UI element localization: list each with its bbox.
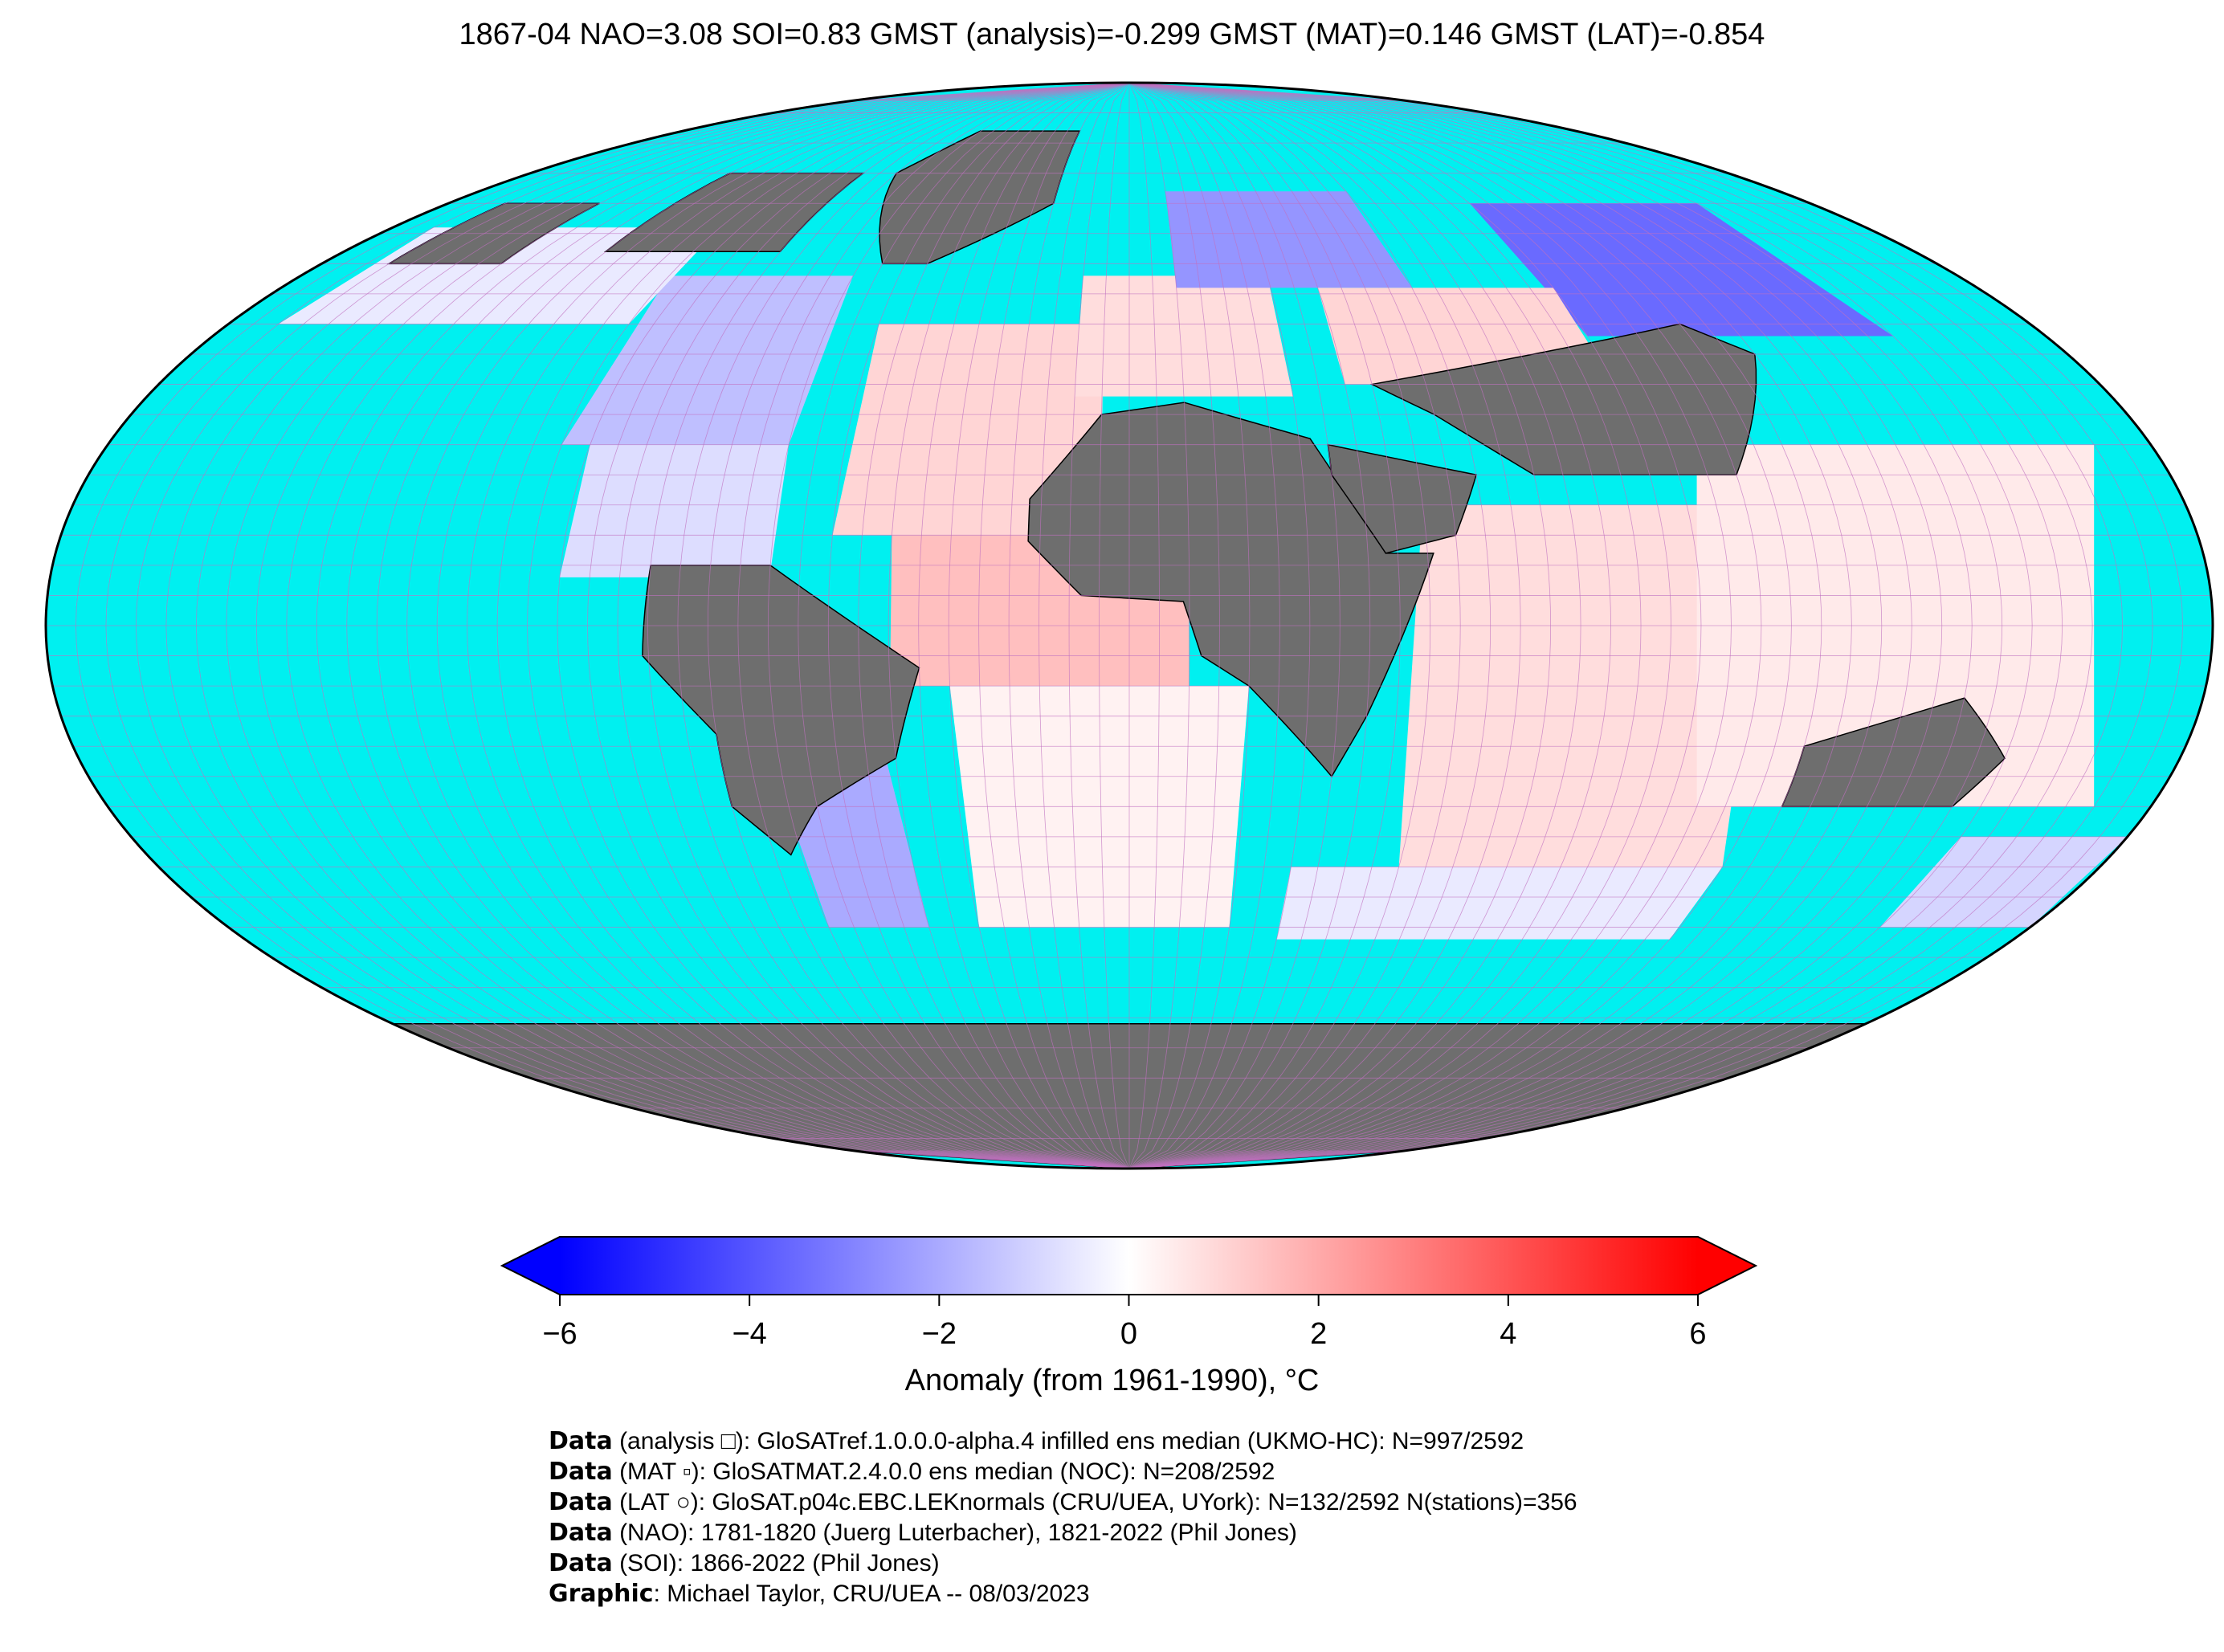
longitude-line [75,83,1130,1169]
longitude-line [918,83,1130,1169]
longitude-line [1128,83,1912,1169]
longitude-line [1128,83,1492,1169]
longitude-line [1068,83,1130,1169]
colorbar-tick-label: 2 [1310,1317,1328,1351]
longitude-line [858,83,1130,1169]
credit-line: Data (SOI): 1866-2022 (Phil Jones) [549,1549,940,1577]
credit-line: Graphic: Michael Taylor, CRU/UEA -- 08/0… [549,1580,1090,1608]
longitude-line [496,83,1130,1169]
land-mass [642,565,920,856]
colorbar [500,1236,1758,1306]
longitude-line [1128,83,1762,1169]
anomaly-region [832,324,1104,536]
longitude-line [978,83,1130,1169]
longitude-line [1128,83,1552,1169]
colorbar-tick-label: −6 [542,1317,577,1351]
longitude-line [1128,83,1311,1169]
longitude-line [1128,83,2153,1169]
longitude-line [105,83,1130,1169]
longitude-line [467,83,1130,1169]
longitude-line [1128,83,1611,1169]
longitude-line [557,83,1130,1169]
longitude-line [376,83,1130,1169]
anomaly-region [561,275,854,445]
longitude-line [527,83,1130,1169]
colorbar-extend-high [1698,1237,1756,1295]
credit-line: Data (LAT ○): GloSAT.p04c.EBC.LEKnormals… [549,1488,1577,1516]
chart-title: 1867-04 NAO=3.08 SOI=0.83 GMST (analysis… [459,18,1765,51]
longitude-line [255,83,1130,1169]
longitude-line [1128,83,1220,1169]
longitude-line [436,83,1130,1169]
longitude-line [1128,83,1732,1169]
longitude-line [1128,83,1371,1169]
longitude-line [226,83,1130,1169]
longitude-line [1128,83,2183,1169]
longitude-line [707,83,1130,1169]
longitude-line [136,83,1130,1169]
longitude-line [948,83,1130,1169]
longitude-line [1128,83,1160,1169]
longitude-line [1128,83,1521,1169]
anomaly-region [1879,836,2128,928]
longitude-line [1128,83,1341,1169]
longitude-line [1128,83,2033,1169]
longitude-line [1128,83,2003,1169]
credit-line: Data (NAO): 1781-1820 (Juerg Luterbacher… [549,1519,1297,1547]
longitude-line [617,83,1130,1169]
longitude-line [1128,83,1581,1169]
longitude-line [827,83,1130,1169]
longitude-line [1128,83,1943,1169]
longitude-line [677,83,1130,1169]
longitude-line [1128,83,1671,1169]
colorbar-gradient [560,1237,1698,1295]
longitude-line [1128,83,1883,1169]
longitude-line [346,83,1130,1169]
longitude-line [1008,83,1130,1169]
longitude-line [1128,83,1973,1169]
longitude-line [1128,83,2123,1169]
longitude-line [1039,83,1130,1169]
colorbar-extend-low [502,1237,560,1295]
longitude-line [1128,83,1852,1169]
credit-line: Data (analysis □): GloSATref.1.0.0.0-alp… [549,1427,1524,1455]
anomaly-region [1276,867,1723,940]
longitude-line [286,83,1130,1169]
colorbar-tick-label: 0 [1120,1317,1138,1351]
longitude-line [1099,83,1130,1169]
longitude-line [1128,83,1401,1169]
longitude-line [1128,83,2093,1169]
longitude-line [1128,83,1431,1169]
longitude-line [1128,83,1280,1169]
anomaly-region [1469,203,1893,337]
longitude-line [316,83,1130,1169]
longitude-line [1128,83,1461,1169]
colorbar-label: Anomaly (from 1961-1990), °C [904,1364,1320,1397]
credit-line: Data (MAT ▫): GloSATMAT.2.4.0.0 ens medi… [549,1458,1275,1486]
longitude-line [165,83,1130,1169]
colorbar-tick-label: 6 [1689,1317,1707,1351]
longitude-line [1128,83,1792,1169]
longitude-line [1128,83,2063,1169]
longitude-line [888,83,1130,1169]
colorbar-tick-label: −2 [921,1317,957,1351]
longitude-line [1128,83,1822,1169]
longitude-line [1128,83,1190,1169]
longitude-line [737,83,1130,1169]
colorbar-tick-label: 4 [1500,1317,1517,1351]
data-credits: Data (analysis □): GloSATref.1.0.0.0-alp… [549,1426,1577,1609]
longitude-line [587,83,1130,1169]
longitude-line [1128,83,1642,1169]
longitude-line [1128,83,1702,1169]
longitude-line [1128,83,1251,1169]
colorbar-tick-label: −4 [732,1317,767,1351]
longitude-line [647,83,1130,1169]
anomaly-region [559,444,790,577]
longitude-line [798,83,1130,1169]
longitude-line [406,83,1130,1169]
longitude-line [195,83,1130,1169]
longitude-line [767,83,1130,1169]
map-border [44,81,2214,1170]
